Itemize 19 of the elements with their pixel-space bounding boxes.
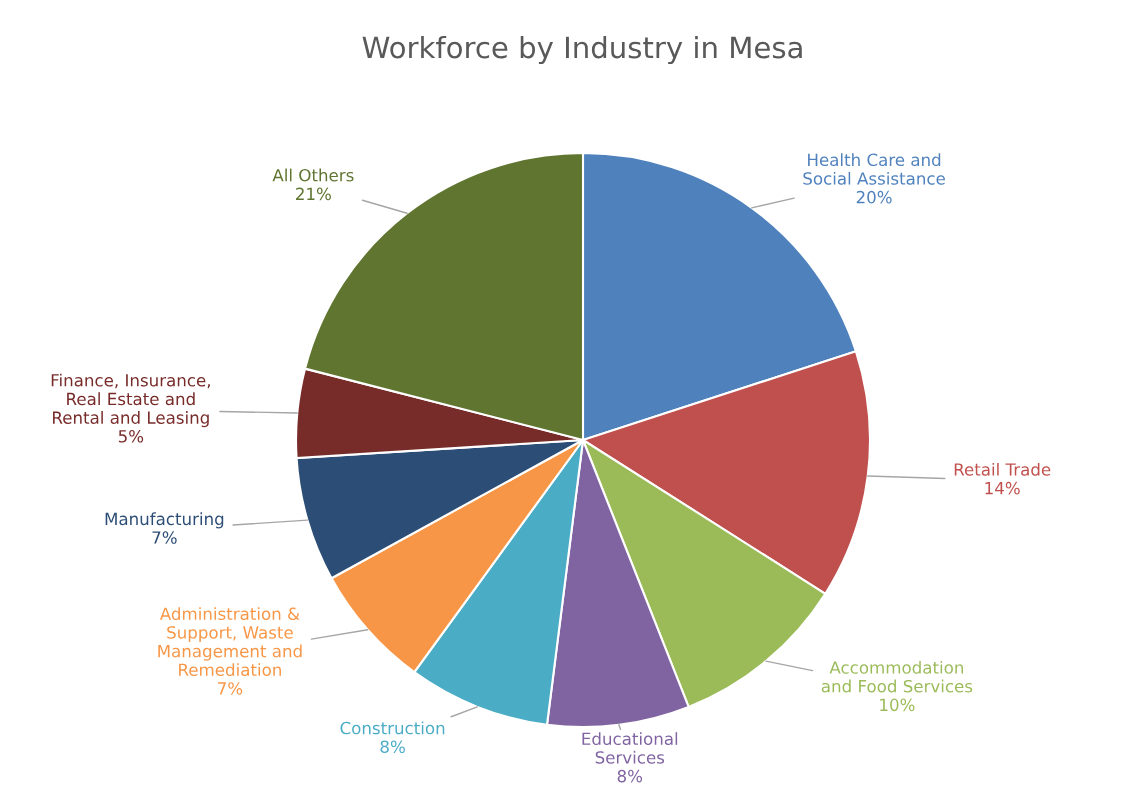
data-label: 10% (880, 698, 915, 712)
chart-title: Workforce by Industry in Mesa (362, 35, 802, 65)
slice-label: Accommodation and Food Services (821, 660, 973, 693)
data-label: 7% (152, 531, 177, 544)
data-label: 7% (218, 682, 243, 695)
slice-label: All Others (272, 168, 354, 182)
slice-label: Administration & Support, Waste Management and Remediation (158, 607, 302, 677)
slice-label: Finance, Insurance, Real Estate and Rental and Leasing (51, 373, 210, 428)
data-label: 8% (617, 769, 643, 783)
slice-label: Retail Trade (954, 462, 1051, 476)
data-label: 21% (296, 187, 331, 201)
slice-label: Manufacturing (105, 512, 224, 529)
data-label: 14% (985, 481, 1020, 495)
slice-label: Construction (340, 721, 445, 735)
slice-label: Health Care and Social Assistance (803, 153, 945, 185)
slice-label: Educational Services (582, 732, 678, 764)
data-label: 20% (856, 190, 892, 204)
data-label: 8% (380, 740, 405, 754)
data-label: 5% (118, 429, 144, 443)
